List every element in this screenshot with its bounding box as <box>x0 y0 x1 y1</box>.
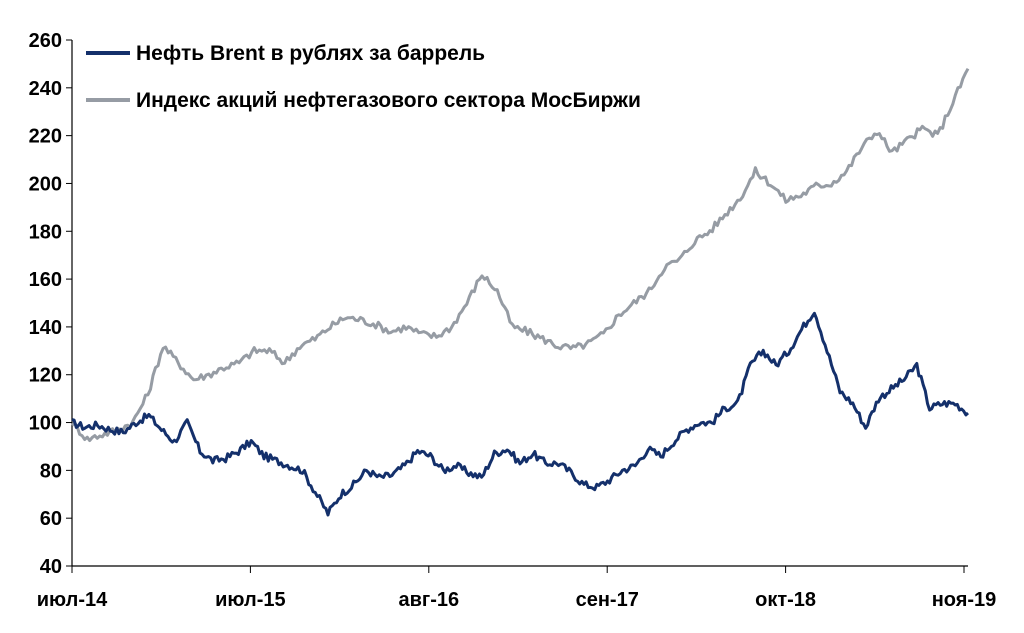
series-line-brent <box>71 311 970 517</box>
y-tick-label: 120 <box>29 365 62 387</box>
y-tick-label: 60 <box>40 508 62 530</box>
y-tick-label: 240 <box>29 78 62 100</box>
x-tick-label: ноя-19 <box>932 589 997 611</box>
y-tick-label: 200 <box>29 173 62 195</box>
y-tick-label: 160 <box>29 269 62 291</box>
x-tick-label: окт-18 <box>755 589 816 611</box>
legend-label-brent: Нефть Brent в рублях за баррель <box>136 42 485 65</box>
x-tick-label: сен-17 <box>576 589 639 611</box>
y-tick-label: 80 <box>40 460 62 482</box>
x-tick-label: авг-16 <box>398 589 459 611</box>
y-tick-label: 40 <box>40 556 62 578</box>
chart-axes: 40 60 80 100 120 140 160 180 200 220 240 260 июл-14 и… <box>29 30 997 611</box>
x-tick-label: июл-14 <box>37 589 108 611</box>
chart-series <box>70 67 970 517</box>
series-line-moex-oilgas <box>70 67 970 443</box>
chart-legend: Нефть Brent в рублях за баррель Индекс а… <box>86 42 641 112</box>
y-tick-label: 220 <box>29 126 62 148</box>
y-tick-label: 100 <box>29 413 62 435</box>
legend-label-moex-oilgas: Индекс акций нефтегазового сектора МосБи… <box>136 89 641 112</box>
y-tick-label: 140 <box>29 317 62 339</box>
y-tick-label: 260 <box>29 30 62 52</box>
y-tick-label: 180 <box>29 221 62 243</box>
x-tick-label: июл-15 <box>215 589 286 611</box>
